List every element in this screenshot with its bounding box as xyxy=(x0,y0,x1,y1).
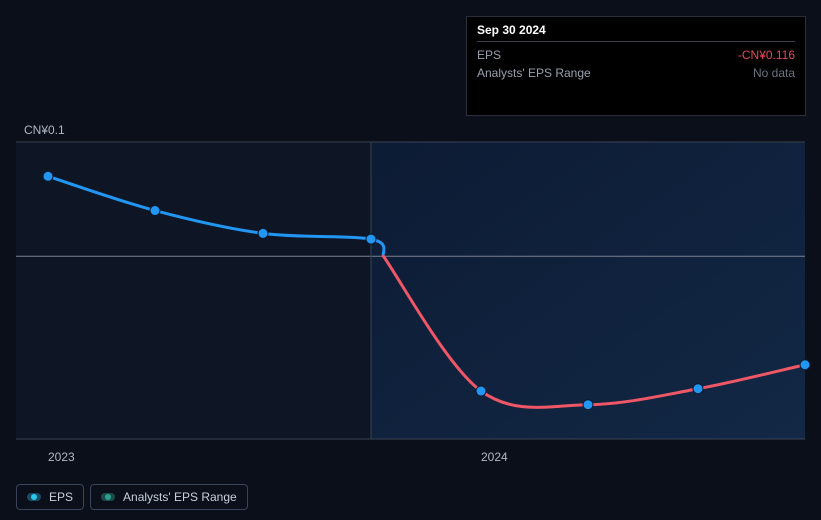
tooltip-row-label: EPS xyxy=(477,46,501,64)
chart-tooltip: Sep 30 2024 EPS-CN¥0.116Analysts' EPS Ra… xyxy=(466,16,806,116)
tooltip-row-value: No data xyxy=(753,64,795,82)
eps-data-point[interactable] xyxy=(800,360,810,370)
eps-data-point[interactable] xyxy=(476,386,486,396)
eps-data-point[interactable] xyxy=(366,234,376,244)
legend-label: EPS xyxy=(49,490,73,504)
eps-data-point[interactable] xyxy=(258,228,268,238)
tooltip-row-label: Analysts' EPS Range xyxy=(477,64,591,82)
legend-toggle[interactable]: Analysts' EPS Range xyxy=(90,484,248,510)
legend-label: Analysts' EPS Range xyxy=(123,490,237,504)
tooltip-row: EPS -CN¥0.116 xyxy=(477,46,795,64)
eps-data-point[interactable] xyxy=(583,400,593,410)
legend-toggle[interactable]: EPS xyxy=(16,484,84,510)
legend-swatch-icon xyxy=(101,493,115,501)
chart-legend: EPS Analysts' EPS Range xyxy=(16,484,248,510)
tooltip-date: Sep 30 2024 xyxy=(477,23,795,42)
tooltip-row-value: -CN¥0.116 xyxy=(738,46,795,64)
eps-data-point[interactable] xyxy=(43,171,53,181)
tooltip-row: Analysts' EPS Range No data xyxy=(477,64,795,82)
eps-data-point[interactable] xyxy=(693,384,703,394)
eps-chart-container: Sep 30 2024 EPS-CN¥0.116Analysts' EPS Ra… xyxy=(0,0,821,520)
legend-swatch-icon xyxy=(27,493,41,501)
eps-data-point[interactable] xyxy=(150,206,160,216)
